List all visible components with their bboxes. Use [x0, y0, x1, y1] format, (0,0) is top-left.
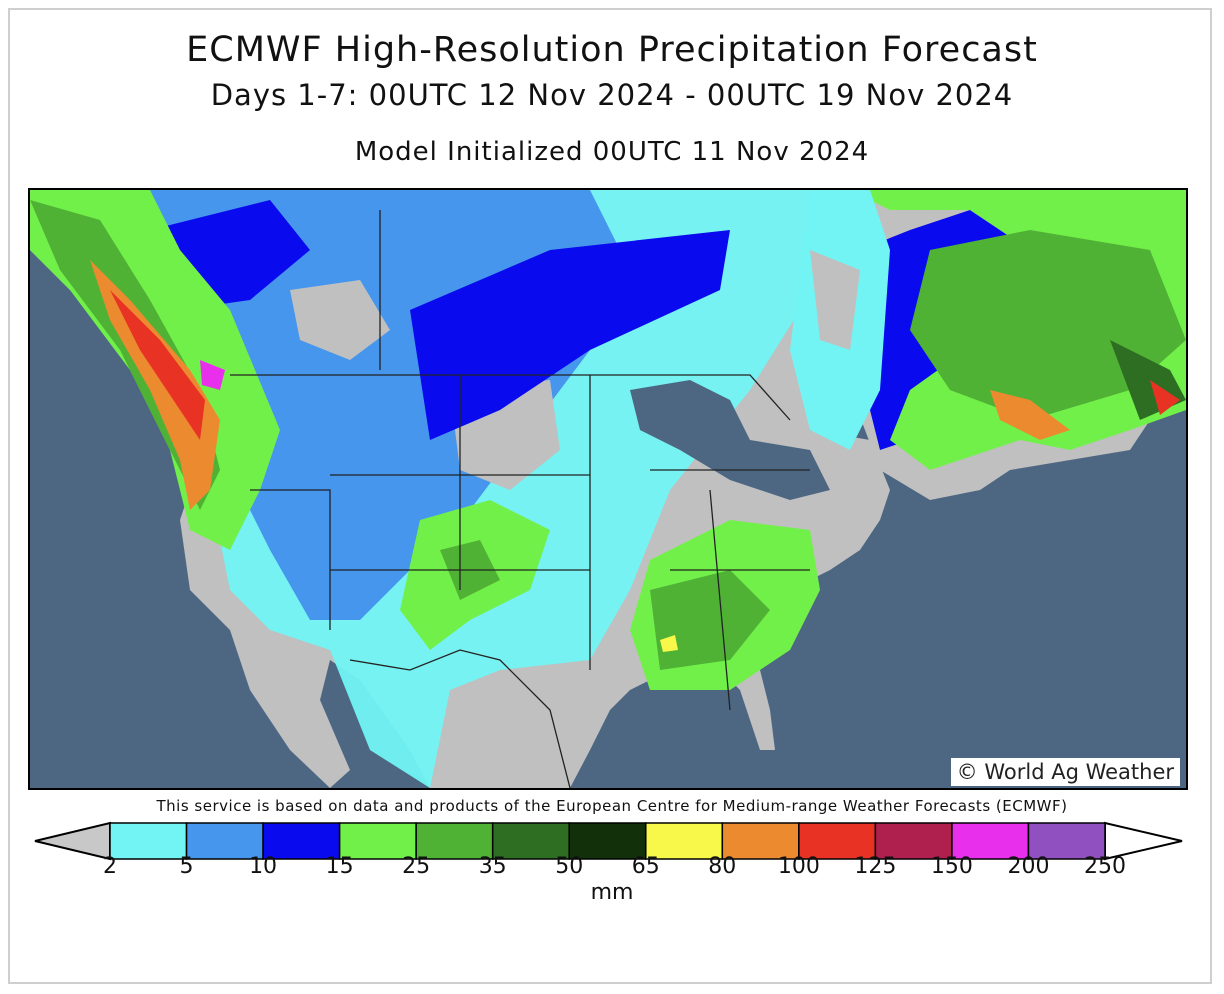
model-init-time: Model Initialized 00UTC 11 Nov 2024	[354, 137, 870, 167]
ecmwf-attribution: This service is based on data and produc…	[156, 797, 1068, 815]
precip-shading	[30, 190, 1186, 788]
borders	[230, 210, 810, 788]
forecast-period: Days 1-7: 00UTC 12 Nov 2024 - 00UTC 19 N…	[210, 78, 1014, 112]
precipitation-map: © World Ag Weather	[28, 188, 1188, 790]
figure-border	[8, 8, 1212, 984]
legend-unit: mm	[590, 880, 634, 905]
copyright-label: © World Ag Weather	[950, 758, 1180, 786]
map-canvas	[30, 190, 1186, 788]
map-title: ECMWF High-Resolution Precipitation Fore…	[186, 30, 1038, 70]
